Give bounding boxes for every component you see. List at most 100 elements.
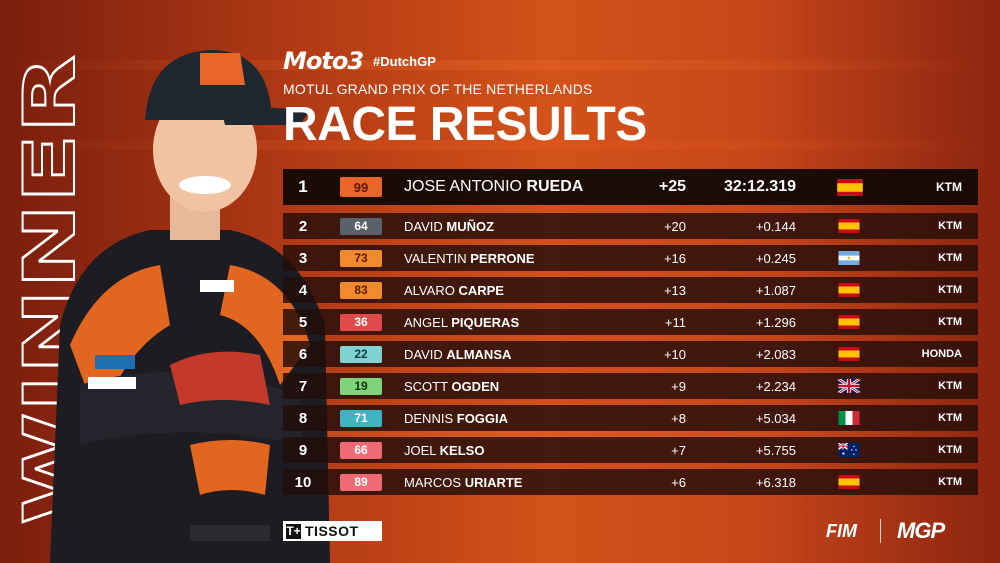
result-row: 5 36 ANGEL PIQUERAS +11 +1.296 KTM <box>283 309 978 335</box>
spain-flag <box>836 219 862 233</box>
tissot-mark: T+ <box>286 523 301 539</box>
team-name: KTM <box>936 180 962 194</box>
race-time: +6.318 <box>755 474 796 490</box>
moto3-logo: Moto3 <box>283 47 364 75</box>
rider-last-name: FOGGIA <box>456 410 509 426</box>
team-name: HONDA <box>921 348 962 360</box>
spain-flag <box>836 315 862 329</box>
rider-number-badge: 22 <box>340 345 382 363</box>
position: 5 <box>298 313 308 331</box>
race-time: +2.234 <box>755 378 796 394</box>
points: +7 <box>671 442 686 458</box>
fim-logo: FIM <box>826 521 857 541</box>
rider-name: SCOTT OGDEN <box>404 379 636 394</box>
rider-first-name: ANGEL <box>404 314 448 330</box>
spain-flag <box>836 475 862 489</box>
team-name: KTM <box>938 252 962 264</box>
rider-number-badge: 83 <box>340 281 382 299</box>
rider-name: JOEL KELSO <box>404 443 636 458</box>
race-time: +0.245 <box>755 250 796 266</box>
spain-flag <box>836 347 862 361</box>
event-name: MOTUL GRAND PRIX OF THE NETHERLANDS <box>283 81 593 97</box>
result-row: 8 71 DENNIS FOGGIA +8 +5.034 KTM <box>283 405 978 431</box>
result-row: 7 19 SCOTT OGDEN +9 +2.234 KTM <box>283 373 978 399</box>
rider-name: VALENTIN PERRONE <box>404 251 636 266</box>
rider-first-name: SCOTT <box>404 378 448 394</box>
rider-name: ANGEL PIQUERAS <box>404 315 636 330</box>
result-row: 9 66 JOEL KELSO +7 +5.755 KTM <box>283 437 978 463</box>
team-name: KTM <box>938 380 962 392</box>
team-name: KTM <box>938 284 962 296</box>
team-name: KTM <box>938 412 962 424</box>
rider-last-name: KELSO <box>439 442 485 458</box>
winner-rider-photo <box>50 50 330 563</box>
points: +13 <box>663 282 686 298</box>
result-row: 4 83 ALVARO CARPE +13 +1.087 KTM <box>283 277 978 303</box>
background-streak <box>0 430 1000 440</box>
team-name: KTM <box>938 444 962 456</box>
result-row: 10 89 MARCOS URIARTE +6 +6.318 KTM <box>283 469 978 495</box>
rider-last-name: MUÑOZ <box>446 218 495 234</box>
spain-flag <box>836 283 862 297</box>
position: 3 <box>298 249 308 267</box>
rider-first-name: VALENTIN <box>404 250 467 266</box>
page-title: RACE RESULTS <box>283 98 647 151</box>
rider-number-badge: 64 <box>340 217 382 235</box>
team-name: KTM <box>938 316 962 328</box>
rider-last-name: CARPE <box>458 282 504 298</box>
rider-last-name: ALMANSA <box>446 346 512 362</box>
rider-name: ALVARO CARPE <box>404 283 636 298</box>
australia-flag <box>836 443 862 457</box>
rider-first-name: DENNIS <box>404 410 454 426</box>
argentina-flag <box>836 251 862 265</box>
rider-first-name: ALVARO <box>404 282 455 298</box>
position: 10 <box>294 473 312 491</box>
rider-number-badge: 71 <box>340 409 382 427</box>
position: 1 <box>298 177 308 196</box>
position: 9 <box>298 441 308 459</box>
rider-last-name: OGDEN <box>451 378 500 394</box>
rider-last-name: URIARTE <box>464 474 523 490</box>
race-time: +5.034 <box>755 410 796 426</box>
points: +9 <box>671 378 686 394</box>
uk-flag <box>836 379 862 393</box>
result-row: 3 73 VALENTIN PERRONE +16 +0.245 KTM <box>283 245 978 271</box>
rider-first-name: JOEL <box>404 442 437 458</box>
rider-number-badge: 99 <box>340 177 382 197</box>
rider-name: JOSE ANTONIO RUEDA <box>404 178 636 196</box>
background-streak <box>0 60 1000 70</box>
points: +8 <box>671 410 686 426</box>
position: 7 <box>298 377 308 395</box>
result-row: 1 99 JOSE ANTONIO RUEDA +25 32:12.319 KTM <box>283 169 978 205</box>
rider-last-name: PERRONE <box>470 250 535 266</box>
rider-first-name: JOSE ANTONIO <box>404 178 522 195</box>
rider-first-name: DAVID <box>404 218 443 234</box>
header: Moto3 #DutchGP MOTUL GRAND PRIX OF THE N… <box>283 47 733 151</box>
rider-name: DAVID MUÑOZ <box>404 219 636 234</box>
result-row: 2 64 DAVID MUÑOZ +20 +0.144 KTM <box>283 213 978 239</box>
position: 2 <box>298 217 308 235</box>
rider-number-badge: 73 <box>340 249 382 267</box>
race-time: +2.083 <box>755 346 796 362</box>
race-time: 32:12.319 <box>723 178 796 195</box>
race-time: +1.087 <box>755 282 796 298</box>
race-time: +5.755 <box>755 442 796 458</box>
team-name: KTM <box>938 476 962 488</box>
background-streak <box>0 140 1000 150</box>
points: +6 <box>671 474 686 490</box>
rider-number-badge: 89 <box>340 473 382 491</box>
points: +25 <box>658 178 686 195</box>
italy-flag <box>836 411 862 425</box>
rider-number-badge: 66 <box>340 441 382 459</box>
motogp-logo: MGP <box>897 518 945 543</box>
rider-number-badge: 19 <box>340 377 382 395</box>
race-time: +1.296 <box>755 314 796 330</box>
position: 4 <box>298 281 308 299</box>
hashtag: #DutchGP <box>373 53 436 69</box>
team-name: KTM <box>938 220 962 232</box>
rider-first-name: DAVID <box>404 346 443 362</box>
rider-last-name: PIQUERAS <box>451 314 520 330</box>
race-time: +0.144 <box>755 218 796 234</box>
rider-name: MARCOS URIARTE <box>404 475 636 490</box>
